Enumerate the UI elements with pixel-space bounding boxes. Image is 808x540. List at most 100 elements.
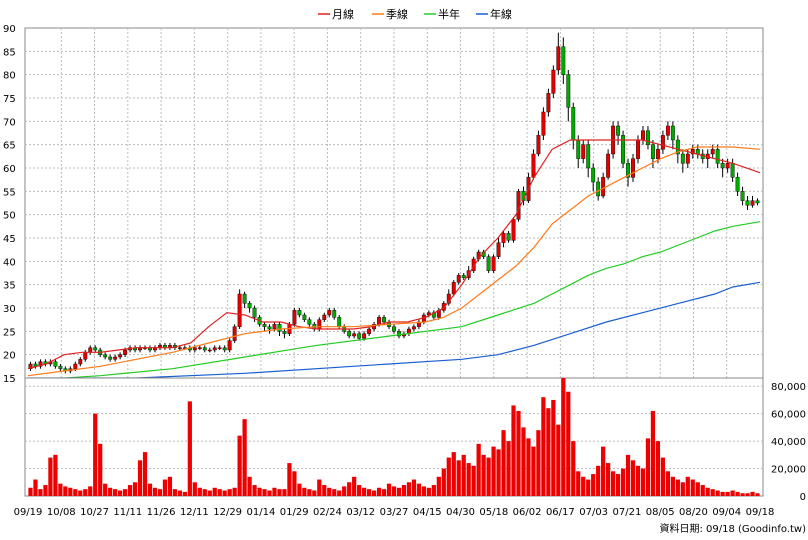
candle-body [496,242,501,257]
candle-body [591,167,596,183]
y-tick-label: 75 [3,94,16,105]
x-tick-label: 08/05 [646,507,675,518]
y-tick-label: 25 [3,327,16,338]
volume-bar [287,463,292,496]
candle-body [282,331,287,334]
volume-bar [486,457,491,496]
candle-body [581,144,586,159]
candle-body [710,149,715,155]
volume-bar [735,491,740,496]
volume-bar [601,446,606,496]
volume-bar [401,485,407,496]
candle-body [327,310,332,316]
volume-bar [586,479,591,496]
volume-bar [556,424,561,496]
volume-bar [745,493,750,496]
x-tick-label: 03/12 [346,507,375,518]
candle-body [745,200,750,206]
volume-bar [416,483,422,496]
volume-bar [650,410,656,496]
x-tick-label: 11/11 [113,507,142,518]
x-axis: 09/19 10/08 10/27 11/11 11/26 12/11 12/29 01/14… [14,507,775,518]
candle-body [461,275,466,278]
volume-bar [426,487,431,496]
candle-body [357,333,362,339]
candle-body [317,319,322,330]
candle-body [531,153,536,178]
candle-body [382,317,386,323]
x-tick-label: 07/21 [612,507,641,518]
volume-bar [381,489,387,496]
volume-bar [108,487,113,496]
volume-bar [38,489,43,496]
y-tick-label: 70 [3,117,16,128]
candle-body [252,307,257,318]
volume-bar [73,489,78,496]
candle-body [516,191,521,220]
x-tick-label: 12/11 [180,507,209,518]
volume-bar [63,486,68,496]
candle-body [53,361,58,367]
volume-bar [227,489,232,496]
volume-bar [152,487,158,496]
source-label: 資料日期: 09/18 (Goodinfo.tw) [659,522,806,535]
candle-body [675,139,680,155]
volume-bar [576,471,581,496]
x-tick-label: 01/29 [280,507,309,518]
volume-bar [48,457,53,496]
volume-bar [665,471,670,496]
volume-bar [217,489,222,496]
candle-body [685,153,690,164]
volume-bar [132,482,138,496]
y-tick-label: 35 [3,281,16,292]
volume-bar [491,446,496,496]
candle-body [227,340,232,351]
volume-bar [496,449,501,496]
volume-bar [43,485,48,496]
y-tick-label: 30 [3,304,16,315]
volume-bar [302,487,307,496]
candle-body [755,200,760,204]
x-tick-label: 11/26 [147,507,176,518]
volume-bar [232,487,237,496]
candle-body [73,363,78,369]
candle-body [491,256,496,271]
volume-bar [630,460,636,496]
volume-bar [561,378,566,496]
volume-bar [297,483,302,496]
candle-body [337,317,342,327]
candle-body [501,233,506,243]
candle-body [123,349,128,355]
candle-body [332,310,337,318]
volume-bar [391,486,397,496]
volume-bar [332,489,337,496]
volume-bar [526,438,531,496]
volume-bar [476,443,481,496]
volume-bar [670,476,675,496]
volume-bar [357,485,362,496]
candle-body [242,293,247,304]
volume-bar [506,441,511,496]
volume-bar [118,490,123,496]
volume-bar [441,468,446,496]
candle-body [411,326,416,330]
volume-bar [53,454,58,496]
volume-bar [113,489,118,496]
volume-bar [78,490,83,496]
volume-bar [337,490,342,496]
volume-bar [615,474,621,496]
candle-body [302,314,307,320]
candle-body [202,347,207,351]
candle-body [322,314,327,320]
volume-tick-label: 80,000 [771,382,806,393]
volume-bar [700,485,705,496]
volume-tick-label: 20,000 [771,465,806,476]
volume-bar [516,410,521,496]
volume-bar [501,430,506,496]
volume-bar [591,474,596,496]
candle-body [750,200,755,206]
volume-bar [33,479,38,496]
volume-bar [307,489,312,496]
volume-bar [207,490,212,496]
